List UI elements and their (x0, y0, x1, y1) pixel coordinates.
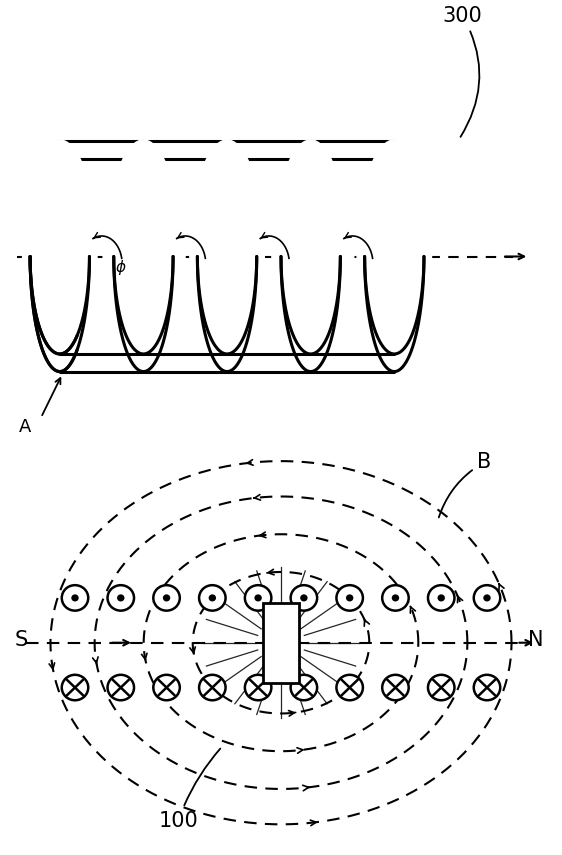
Circle shape (382, 585, 409, 610)
Circle shape (474, 675, 500, 700)
Text: $\phi$: $\phi$ (115, 258, 126, 277)
Circle shape (62, 675, 88, 700)
Circle shape (300, 594, 307, 601)
Polygon shape (190, 140, 264, 373)
Circle shape (71, 594, 79, 601)
Circle shape (117, 594, 125, 601)
Circle shape (199, 585, 225, 610)
Circle shape (474, 585, 500, 610)
Text: S: S (15, 630, 28, 651)
Text: A: A (19, 418, 31, 436)
Circle shape (153, 675, 180, 700)
Circle shape (291, 585, 317, 610)
Polygon shape (106, 140, 180, 373)
Circle shape (245, 585, 271, 610)
Circle shape (337, 585, 363, 610)
Text: 100: 100 (158, 749, 220, 831)
Circle shape (107, 675, 134, 700)
Circle shape (437, 594, 445, 601)
Circle shape (346, 594, 353, 601)
Circle shape (107, 585, 134, 610)
Circle shape (255, 594, 262, 601)
Polygon shape (274, 140, 348, 373)
Circle shape (392, 594, 399, 601)
Circle shape (428, 675, 455, 700)
Circle shape (62, 585, 88, 610)
Text: B: B (439, 452, 491, 517)
Polygon shape (357, 140, 432, 373)
Circle shape (163, 594, 170, 601)
Circle shape (382, 675, 409, 700)
Text: N: N (528, 630, 544, 651)
Circle shape (291, 675, 317, 700)
Circle shape (483, 594, 491, 601)
Polygon shape (22, 140, 97, 373)
Circle shape (199, 675, 225, 700)
Circle shape (209, 594, 216, 601)
Circle shape (153, 585, 180, 610)
Circle shape (428, 585, 455, 610)
Circle shape (337, 675, 363, 700)
Text: 300: 300 (443, 6, 483, 137)
Circle shape (245, 675, 271, 700)
Bar (262, 603, 300, 683)
